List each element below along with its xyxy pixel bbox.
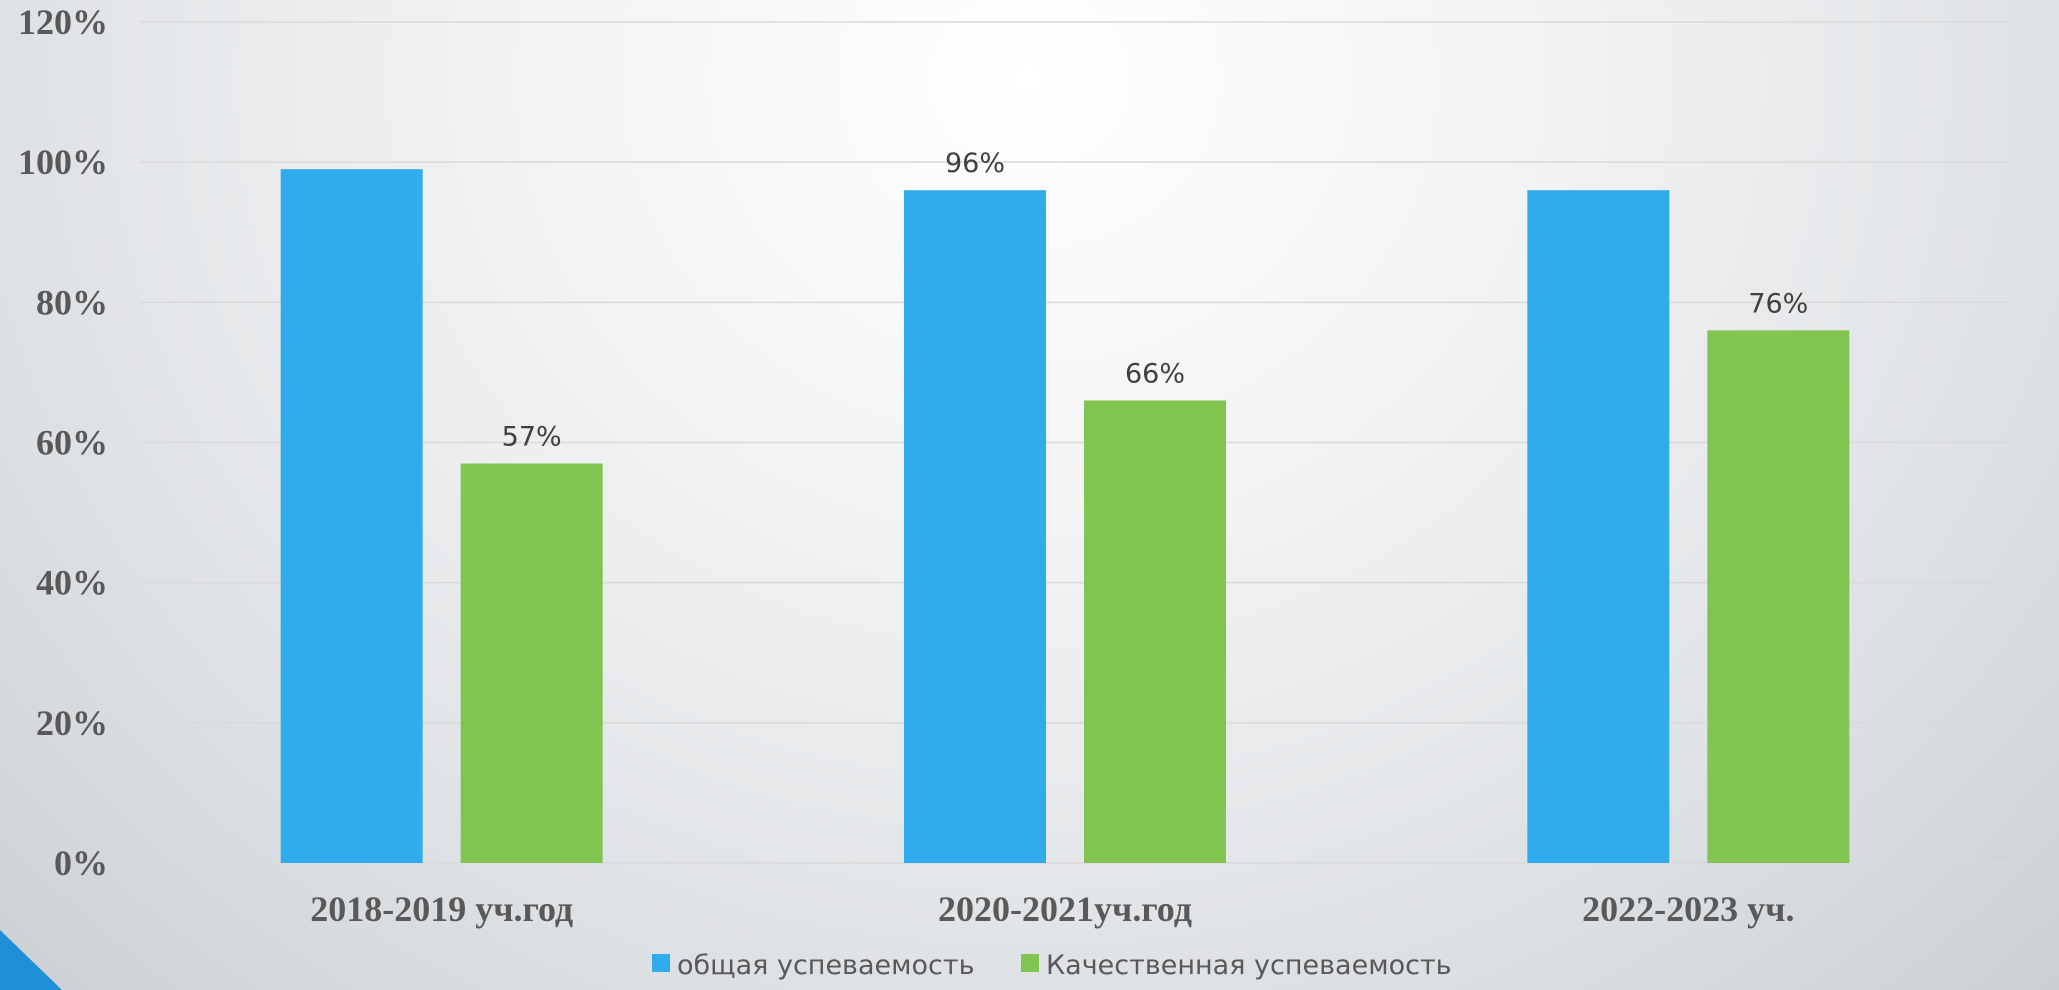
y-tick-label: 20% (36, 703, 108, 743)
y-tick-label: 60% (36, 423, 108, 463)
legend: общая успеваемость Качественная успеваемо… (652, 950, 1452, 981)
y-tick-label: 80% (36, 282, 108, 322)
y-tick-label: 40% (36, 563, 108, 603)
data-label: 57% (502, 422, 562, 453)
legend-swatch (652, 954, 670, 972)
bar (1707, 330, 1850, 863)
y-tick-label: 100% (18, 142, 108, 182)
legend-label: общая успеваемость (677, 950, 975, 981)
data-label: 66% (1125, 358, 1185, 389)
y-tick-label: 0% (54, 843, 108, 883)
x-axis-ticks: 2018-2019 уч.год 2020-2021уч.год 2022-2023… (310, 889, 1794, 929)
bar (280, 169, 423, 864)
data-labels: 57% 96% 66% 76% (502, 148, 1809, 452)
data-label: 76% (1748, 288, 1808, 319)
legend-label: Качественная успеваемость (1046, 950, 1452, 981)
legend-swatch (1021, 954, 1039, 972)
x-tick-label: 2020-2021уч.год (938, 889, 1192, 929)
x-tick-label: 2018-2019 уч.год (310, 889, 573, 929)
corner-decoration (0, 930, 62, 990)
bar (1084, 400, 1226, 863)
bar (904, 190, 1046, 863)
x-tick-label: 2022-2023 уч. (1582, 889, 1794, 929)
y-axis-ticks: 0% 20% 40% 60% 80% 100% 120% (18, 2, 108, 883)
y-tick-label: 120% (18, 2, 108, 42)
bar (460, 463, 603, 863)
gridlines (140, 21, 2010, 864)
data-label: 96% (945, 148, 1005, 179)
bar (1527, 190, 1670, 863)
bars (280, 169, 1850, 864)
